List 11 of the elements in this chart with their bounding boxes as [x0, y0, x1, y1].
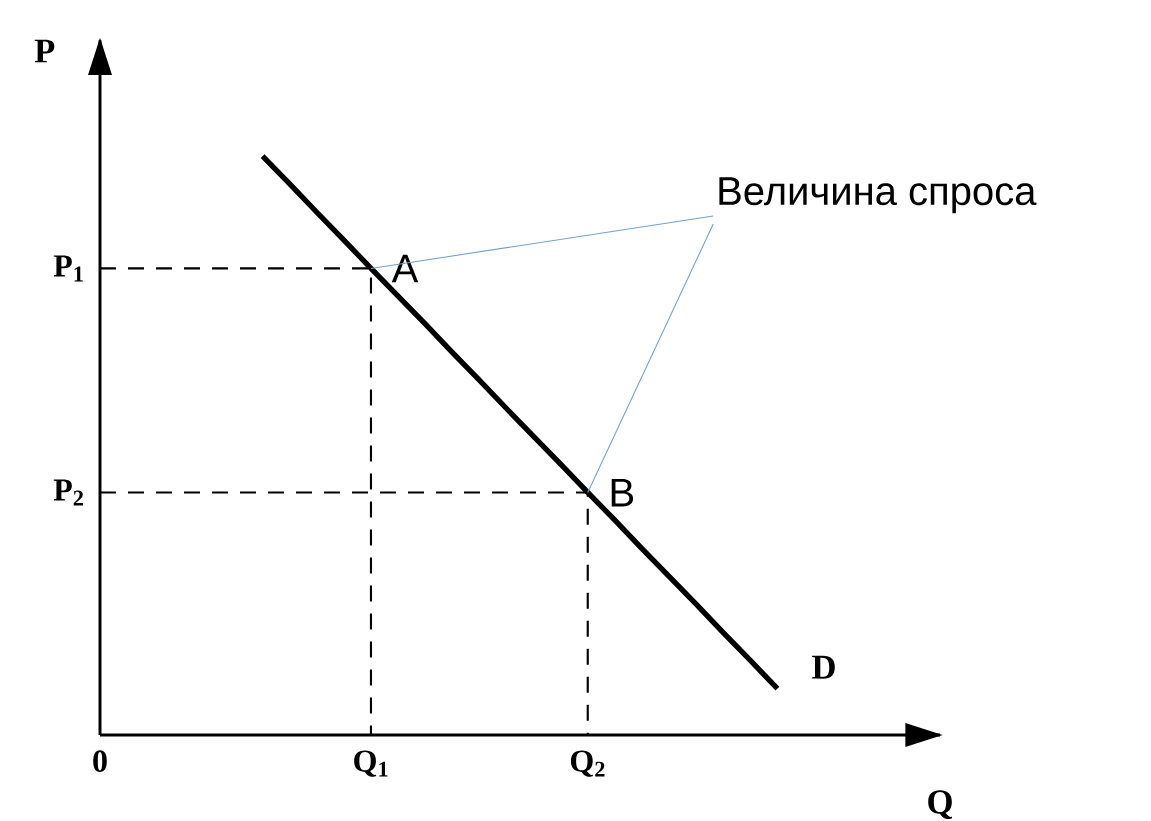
annotation: P$_{1}$ — [53, 255, 83, 282]
x-axis-title: Q — [928, 790, 952, 819]
annotation: P$_{2}$ — [53, 479, 83, 506]
x-tick-label: Q$_{1}$ — [354, 750, 388, 777]
annotation: Величина спроса — [719, 177, 1037, 214]
y-axis-title: P — [34, 39, 55, 63]
annotation: B — [611, 478, 634, 507]
series-label: D — [812, 655, 835, 679]
x-tick-label: Q$_{2}$ — [570, 750, 605, 777]
annotation: A — [391, 254, 419, 283]
x-tick-label: 0 — [93, 750, 107, 772]
